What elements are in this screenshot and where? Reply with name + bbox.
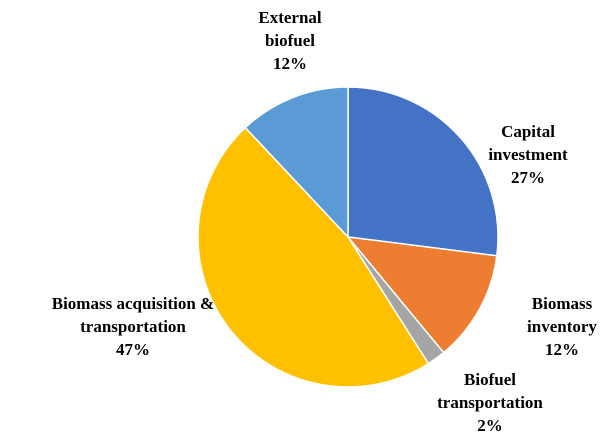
slice-label: External biofuel 12% — [245, 6, 335, 75]
value-label: 12% — [273, 54, 307, 73]
pie-slice — [347, 86, 499, 257]
value-label: 12% — [545, 340, 579, 359]
slice-label: Biomass acquisition & transportation 47% — [28, 292, 238, 361]
slice-label: Capital investment 27% — [473, 120, 583, 189]
category-label: Biomass acquisition & transportation — [51, 294, 215, 336]
category-label: Biomass inventory — [527, 294, 597, 336]
pie-slice — [197, 126, 430, 388]
value-label: 47% — [116, 340, 150, 359]
slice-label: Biofuel transportation 2% — [425, 368, 555, 437]
category-label: External biofuel — [258, 8, 322, 50]
category-label: Biofuel transportation — [437, 370, 543, 412]
pie-slice — [244, 86, 349, 239]
value-label: 2% — [477, 416, 503, 435]
slice-label: Biomass inventory 12% — [512, 292, 607, 361]
category-label: Capital investment — [488, 122, 568, 164]
pie-slice — [346, 236, 498, 354]
value-label: 27% — [511, 168, 545, 187]
